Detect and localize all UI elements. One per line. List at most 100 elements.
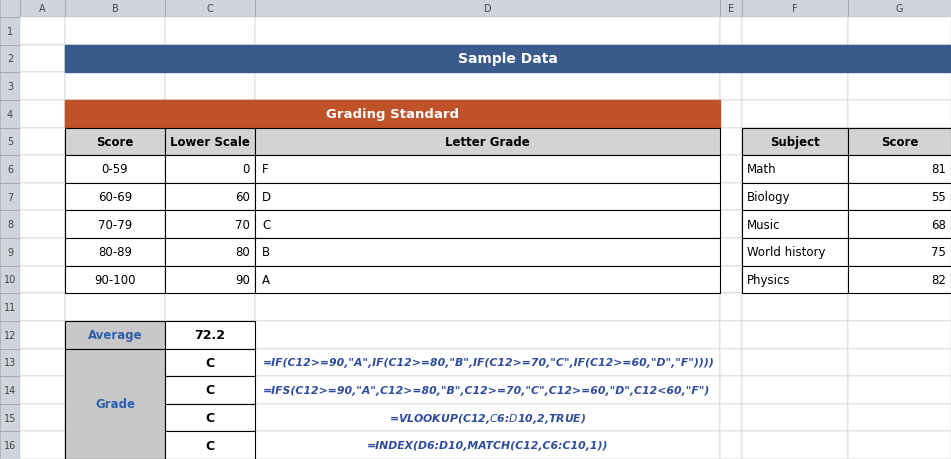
- FancyBboxPatch shape: [165, 18, 255, 45]
- FancyBboxPatch shape: [65, 321, 165, 349]
- Text: C: C: [205, 411, 215, 424]
- FancyBboxPatch shape: [720, 211, 742, 239]
- FancyBboxPatch shape: [742, 211, 848, 239]
- FancyBboxPatch shape: [848, 431, 951, 459]
- FancyBboxPatch shape: [65, 45, 951, 73]
- FancyBboxPatch shape: [0, 294, 20, 321]
- FancyBboxPatch shape: [65, 239, 165, 266]
- Text: 82: 82: [931, 274, 946, 286]
- FancyBboxPatch shape: [0, 73, 20, 101]
- FancyBboxPatch shape: [20, 376, 65, 404]
- FancyBboxPatch shape: [65, 431, 165, 459]
- Text: B: B: [111, 4, 118, 14]
- Text: B: B: [262, 246, 270, 259]
- FancyBboxPatch shape: [65, 349, 165, 376]
- FancyBboxPatch shape: [65, 321, 165, 349]
- FancyBboxPatch shape: [742, 239, 848, 266]
- FancyBboxPatch shape: [720, 376, 742, 404]
- FancyBboxPatch shape: [20, 404, 65, 431]
- FancyBboxPatch shape: [65, 183, 165, 211]
- FancyBboxPatch shape: [720, 404, 742, 431]
- FancyBboxPatch shape: [0, 183, 20, 211]
- Text: A: A: [262, 274, 270, 286]
- FancyBboxPatch shape: [0, 239, 20, 266]
- Text: C: C: [205, 384, 215, 397]
- FancyBboxPatch shape: [65, 404, 165, 431]
- FancyBboxPatch shape: [742, 294, 848, 321]
- FancyBboxPatch shape: [255, 404, 720, 431]
- FancyBboxPatch shape: [0, 404, 20, 431]
- FancyBboxPatch shape: [165, 294, 255, 321]
- FancyBboxPatch shape: [255, 431, 720, 459]
- FancyBboxPatch shape: [0, 266, 20, 294]
- Text: =IFS(C12>=90,"A",C12>=80,"B",C12>=70,"C",C12>=60,"D",C12<60,"F"): =IFS(C12>=90,"A",C12>=80,"B",C12>=70,"C"…: [263, 385, 710, 395]
- FancyBboxPatch shape: [848, 183, 951, 211]
- FancyBboxPatch shape: [720, 0, 742, 18]
- Text: 5: 5: [7, 137, 13, 147]
- FancyBboxPatch shape: [848, 211, 951, 239]
- FancyBboxPatch shape: [720, 18, 742, 45]
- FancyBboxPatch shape: [165, 266, 255, 294]
- FancyBboxPatch shape: [165, 45, 255, 73]
- Text: Score: Score: [96, 135, 134, 149]
- Text: 15: 15: [4, 413, 16, 423]
- FancyBboxPatch shape: [20, 0, 65, 18]
- FancyBboxPatch shape: [65, 128, 165, 156]
- Text: 80: 80: [235, 246, 250, 259]
- Text: F: F: [792, 4, 798, 14]
- FancyBboxPatch shape: [65, 73, 165, 101]
- Text: D: D: [262, 190, 271, 204]
- FancyBboxPatch shape: [165, 101, 255, 128]
- FancyBboxPatch shape: [742, 404, 848, 431]
- FancyBboxPatch shape: [848, 294, 951, 321]
- FancyBboxPatch shape: [742, 431, 848, 459]
- FancyBboxPatch shape: [720, 266, 742, 294]
- Text: C: C: [205, 356, 215, 369]
- FancyBboxPatch shape: [742, 156, 848, 183]
- FancyBboxPatch shape: [165, 239, 255, 266]
- Text: E: E: [728, 4, 734, 14]
- FancyBboxPatch shape: [65, 101, 720, 128]
- FancyBboxPatch shape: [742, 211, 848, 239]
- FancyBboxPatch shape: [720, 73, 742, 101]
- FancyBboxPatch shape: [742, 45, 848, 73]
- FancyBboxPatch shape: [165, 431, 255, 459]
- FancyBboxPatch shape: [742, 128, 848, 156]
- FancyBboxPatch shape: [255, 239, 720, 266]
- Text: C: C: [206, 4, 213, 14]
- FancyBboxPatch shape: [65, 128, 165, 156]
- FancyBboxPatch shape: [20, 183, 65, 211]
- FancyBboxPatch shape: [65, 101, 165, 128]
- FancyBboxPatch shape: [742, 321, 848, 349]
- FancyBboxPatch shape: [742, 156, 848, 183]
- FancyBboxPatch shape: [742, 183, 848, 211]
- FancyBboxPatch shape: [165, 156, 255, 183]
- FancyBboxPatch shape: [20, 239, 65, 266]
- FancyBboxPatch shape: [165, 404, 255, 431]
- Text: 10: 10: [4, 275, 16, 285]
- FancyBboxPatch shape: [20, 294, 65, 321]
- FancyBboxPatch shape: [65, 211, 165, 239]
- Text: D: D: [484, 4, 492, 14]
- FancyBboxPatch shape: [165, 349, 255, 376]
- Text: 1: 1: [7, 27, 13, 37]
- Text: 0-59: 0-59: [102, 163, 128, 176]
- FancyBboxPatch shape: [742, 128, 848, 156]
- FancyBboxPatch shape: [65, 376, 165, 404]
- FancyBboxPatch shape: [720, 294, 742, 321]
- FancyBboxPatch shape: [165, 156, 255, 183]
- Text: 6: 6: [7, 165, 13, 174]
- Text: Lower Scale: Lower Scale: [170, 135, 250, 149]
- FancyBboxPatch shape: [848, 211, 951, 239]
- FancyBboxPatch shape: [848, 404, 951, 431]
- FancyBboxPatch shape: [0, 18, 20, 45]
- FancyBboxPatch shape: [255, 211, 720, 239]
- FancyBboxPatch shape: [848, 349, 951, 376]
- FancyBboxPatch shape: [255, 321, 720, 349]
- FancyBboxPatch shape: [848, 266, 951, 294]
- FancyBboxPatch shape: [0, 431, 20, 459]
- FancyBboxPatch shape: [165, 376, 255, 404]
- FancyBboxPatch shape: [848, 266, 951, 294]
- Text: 8: 8: [7, 220, 13, 230]
- FancyBboxPatch shape: [165, 321, 255, 349]
